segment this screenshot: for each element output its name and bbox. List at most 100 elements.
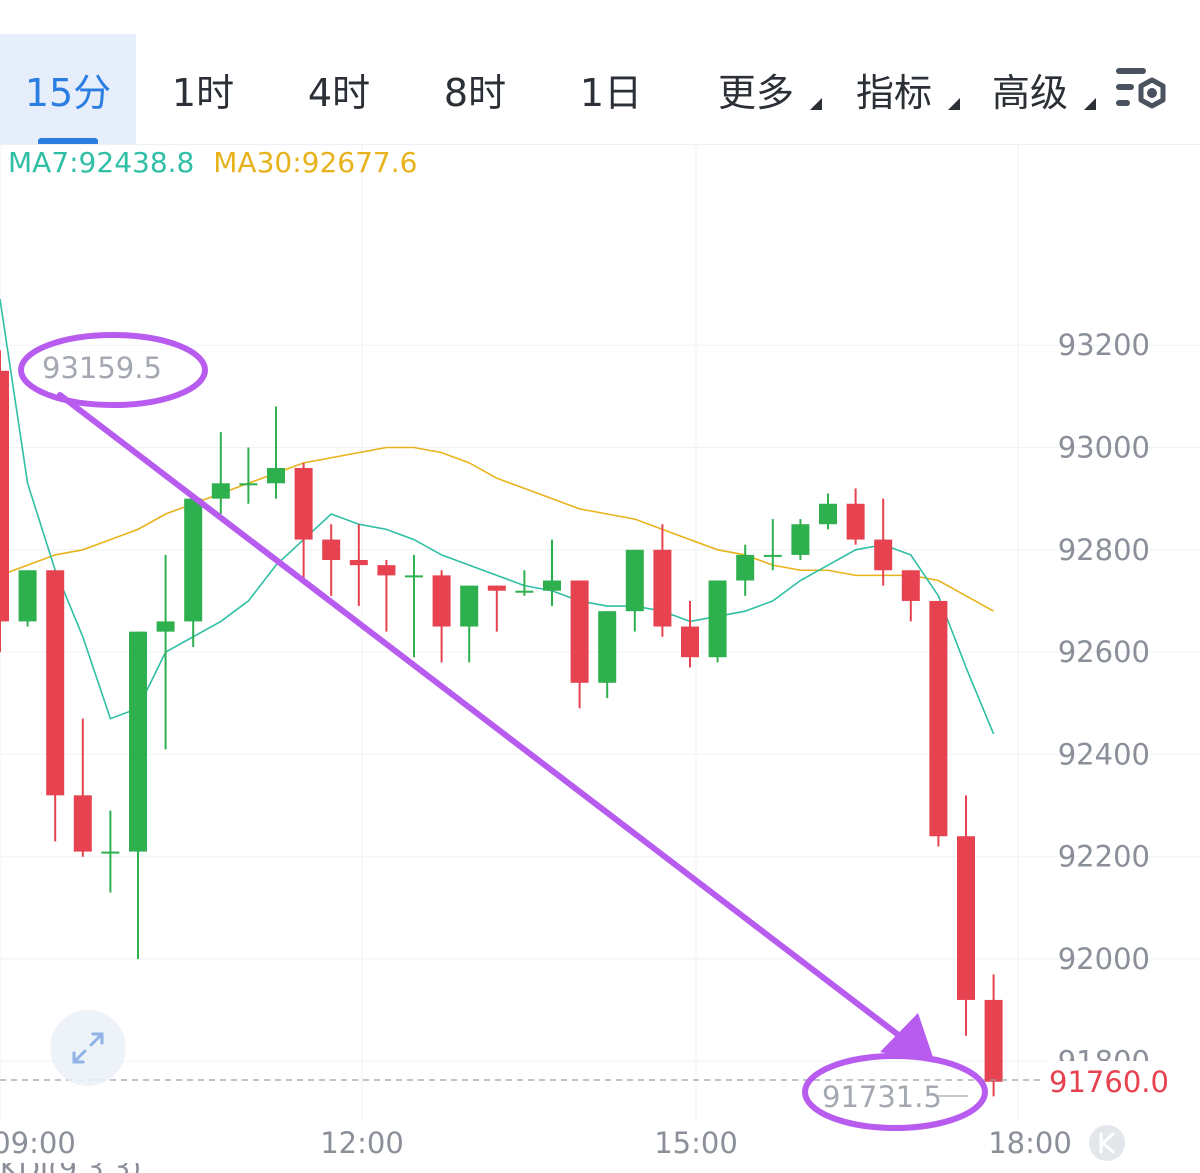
latest-badge-bg: [1089, 1125, 1125, 1161]
candle-body: [598, 611, 617, 683]
tab-1h[interactable]: 1时: [148, 34, 258, 144]
candle: [129, 631, 147, 959]
candle-body: [18, 570, 37, 622]
candle-body: [460, 585, 479, 627]
interval-tab-bar: 15分 1时 4时 8时 1日 更多 指标 高级: [0, 0, 1200, 145]
tab-15min[interactable]: 15分: [0, 34, 136, 144]
candle-body: [405, 575, 423, 578]
candle: [515, 570, 534, 596]
ma-legend: MA7:92438.8 MA30:92677.6: [8, 146, 427, 179]
active-tab-indicator: [38, 138, 98, 144]
low-price-label: 91731.5: [822, 1080, 942, 1114]
candle-body: [681, 626, 699, 658]
candle: [625, 549, 644, 632]
candle-body: [763, 554, 782, 557]
candle: [487, 585, 506, 632]
candle-body: [129, 631, 147, 852]
ma30-line: [0, 446, 994, 612]
candle-body: [543, 580, 561, 591]
candle-body: [874, 539, 893, 571]
y-tick-label: 93200: [1058, 328, 1150, 362]
y-axis-labels: 9320093000928009260092400922009200091800: [1058, 328, 1150, 1078]
high-price-label: 93159.5: [42, 351, 162, 385]
tab-more[interactable]: 更多: [704, 34, 822, 144]
candle-body: [984, 999, 1003, 1082]
tab-4h-label: 4时: [307, 70, 371, 115]
candle: [901, 570, 920, 622]
candle: [570, 580, 589, 709]
candle: [156, 554, 175, 750]
candle: [294, 462, 313, 581]
tab-8h[interactable]: 8时: [420, 34, 530, 144]
candle: [101, 810, 120, 893]
candle: [598, 611, 617, 699]
candle-body: [570, 580, 589, 683]
candle: [267, 406, 285, 499]
candle: [791, 519, 810, 561]
candle: [322, 524, 341, 596]
candle-body: [349, 560, 368, 566]
candle-body: [515, 590, 534, 593]
candle-body: [267, 467, 285, 484]
ma30-layer: [0, 446, 994, 612]
candle-body: [73, 795, 92, 852]
candle-body: [46, 570, 65, 796]
candle-body: [377, 565, 396, 576]
candle: [708, 580, 727, 663]
candle: [763, 519, 782, 571]
high-circle-marker: [18, 332, 208, 408]
candle-body: [708, 580, 727, 658]
candle-body: [625, 549, 644, 612]
candle-body: [901, 570, 920, 601]
candle: [18, 570, 37, 627]
candle: [211, 432, 230, 514]
tab-15min-label: 15分: [24, 70, 112, 115]
candle-body: [184, 498, 203, 622]
y-tick-label: 92600: [1058, 635, 1150, 669]
candle: [0, 350, 9, 653]
candle: [543, 539, 561, 607]
tab-advanced-label: 高级: [991, 70, 1068, 115]
candles-layer: [0, 350, 1003, 1097]
candle: [46, 570, 65, 842]
candle-body: [101, 851, 120, 854]
trend-arrow-head: [880, 1013, 935, 1063]
candle-body: [846, 503, 865, 540]
low-circle-marker: [802, 1053, 988, 1131]
candle: [957, 795, 975, 1036]
ma7-value: MA7:92438.8: [8, 146, 195, 179]
tab-4h[interactable]: 4时: [284, 34, 394, 144]
scroll-to-latest-button[interactable]: [1089, 1125, 1125, 1161]
candle-body: [432, 575, 451, 627]
candle: [73, 718, 92, 857]
candle: [653, 524, 672, 637]
candle: [184, 498, 203, 647]
dropdown-caret-icon: [948, 98, 960, 110]
candle-body: [322, 539, 341, 561]
x-axis-labels: 09:00 12:00 15:00 18:00: [0, 1126, 1072, 1160]
jump-latest-icon: [1099, 1132, 1115, 1154]
dropdown-caret-icon: [810, 98, 822, 110]
candle: [846, 488, 865, 545]
candle: [377, 560, 396, 632]
candle-body: [211, 483, 230, 499]
candle: [432, 570, 451, 663]
tab-indicators[interactable]: 指标: [842, 34, 960, 144]
chart-settings-icon[interactable]: [1112, 62, 1172, 118]
candle: [819, 493, 837, 530]
fullscreen-button[interactable]: [50, 1010, 126, 1086]
y-tick-label: 93000: [1058, 431, 1150, 465]
candle-body: [791, 524, 810, 555]
tab-1d[interactable]: 1日: [556, 34, 666, 144]
y-tick-label: 92400: [1058, 737, 1150, 771]
candle-body: [239, 483, 258, 486]
sub-indicator-label: KDJ(9,3,3): [0, 1163, 460, 1173]
candle: [460, 585, 479, 663]
dropdown-caret-icon: [1084, 98, 1096, 110]
candle-body: [957, 836, 975, 1000]
tab-advanced[interactable]: 高级: [978, 34, 1096, 144]
y-tick-label: 92800: [1058, 533, 1150, 567]
candle: [929, 600, 948, 847]
candle: [681, 600, 699, 668]
